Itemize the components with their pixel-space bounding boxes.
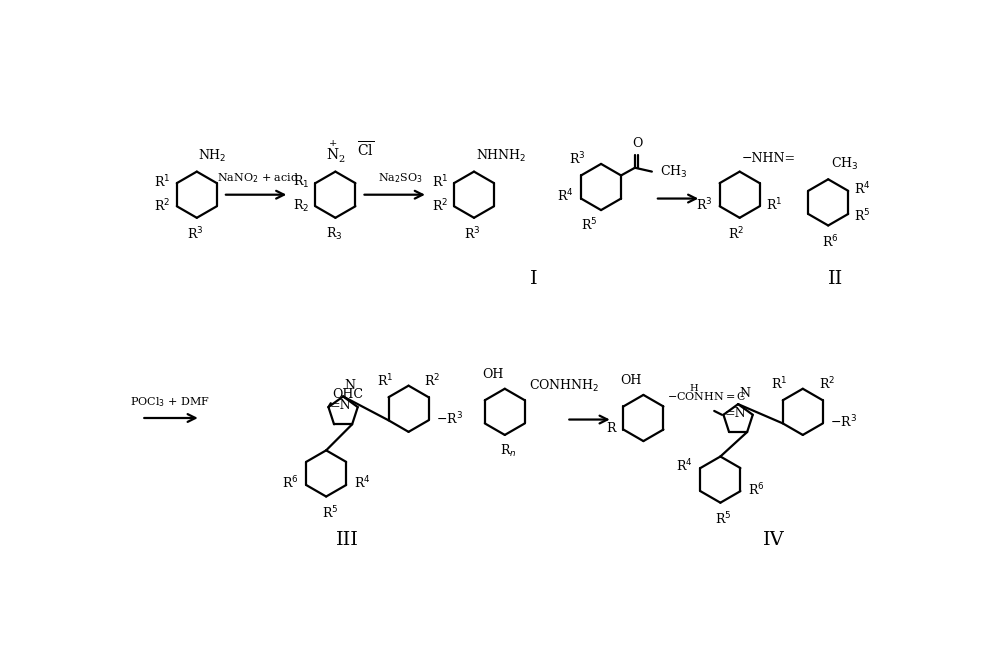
Text: OH: OH	[482, 368, 503, 381]
Text: R$^3$: R$^3$	[569, 151, 585, 168]
Text: R: R	[606, 422, 616, 434]
Text: R$^6$: R$^6$	[748, 481, 765, 498]
Text: R$^3$: R$^3$	[187, 226, 203, 242]
Text: R$^6$: R$^6$	[822, 233, 839, 249]
Text: POCl$_3$ + DMF: POCl$_3$ + DMF	[130, 395, 210, 409]
Text: R$_n$: R$_n$	[500, 443, 517, 459]
Text: R$^1$: R$^1$	[771, 376, 787, 393]
Text: NH$_2$: NH$_2$	[198, 148, 227, 164]
Text: R$^4$: R$^4$	[676, 457, 693, 474]
Text: CH$_3$: CH$_3$	[831, 156, 858, 172]
Text: R$^2$: R$^2$	[424, 373, 440, 389]
Text: Na$_2$SO$_3$: Na$_2$SO$_3$	[378, 172, 423, 185]
Text: −NHN=: −NHN=	[742, 152, 796, 166]
Text: R$^1$: R$^1$	[154, 174, 171, 190]
Text: CONHNH$_2$: CONHNH$_2$	[529, 378, 599, 394]
Text: R$^4$: R$^4$	[354, 475, 370, 492]
Text: NaNO$_2$ + acid: NaNO$_2$ + acid	[217, 172, 299, 185]
Text: NHNH$_2$: NHNH$_2$	[476, 148, 526, 164]
Text: R$^5$: R$^5$	[581, 216, 597, 233]
Text: =N: =N	[725, 407, 747, 420]
Text: R$^1$: R$^1$	[432, 174, 448, 190]
Text: O: O	[632, 137, 642, 150]
Text: II: II	[828, 271, 844, 288]
Text: R$^3$: R$^3$	[464, 226, 481, 242]
Text: CH$_3$: CH$_3$	[660, 164, 688, 180]
Text: $\mathregular{\overset{+}{N}_2}$: $\mathregular{\overset{+}{N}_2}$	[326, 139, 345, 166]
Text: R$_2$: R$_2$	[293, 198, 309, 214]
Text: N: N	[740, 387, 751, 399]
Text: R$^5$: R$^5$	[854, 208, 871, 224]
Text: H: H	[690, 383, 699, 393]
Text: IV: IV	[763, 531, 785, 548]
Text: $-$R$^3$: $-$R$^3$	[830, 414, 857, 430]
Text: $-$CONHN$=$C: $-$CONHN$=$C	[667, 390, 747, 402]
Text: OH: OH	[620, 374, 642, 387]
Text: R$^2$: R$^2$	[154, 198, 171, 214]
Text: R$^5$: R$^5$	[322, 504, 338, 521]
Text: R$^1$: R$^1$	[377, 373, 393, 389]
Text: R$^2$: R$^2$	[728, 226, 744, 242]
Text: R$^1$: R$^1$	[766, 197, 782, 213]
Text: III: III	[336, 531, 358, 548]
Text: R$^3$: R$^3$	[696, 197, 712, 213]
Text: $-$R$^3$: $-$R$^3$	[436, 411, 463, 427]
Text: R$^5$: R$^5$	[715, 510, 731, 527]
Text: R$^2$: R$^2$	[819, 376, 835, 393]
Text: R$^2$: R$^2$	[432, 198, 448, 214]
Text: I: I	[529, 271, 537, 288]
Text: OHC: OHC	[332, 388, 363, 401]
Text: R$_3$: R$_3$	[326, 226, 342, 242]
Text: R$^4$: R$^4$	[854, 180, 871, 197]
Text: $\mathregular{\overline{Cl}}$: $\mathregular{\overline{Cl}}$	[357, 141, 374, 160]
Text: R$_1$: R$_1$	[293, 174, 309, 189]
Text: =N: =N	[330, 399, 352, 412]
Text: R$^6$: R$^6$	[282, 475, 298, 492]
Text: N: N	[345, 379, 356, 392]
Text: R$^4$: R$^4$	[557, 188, 573, 205]
